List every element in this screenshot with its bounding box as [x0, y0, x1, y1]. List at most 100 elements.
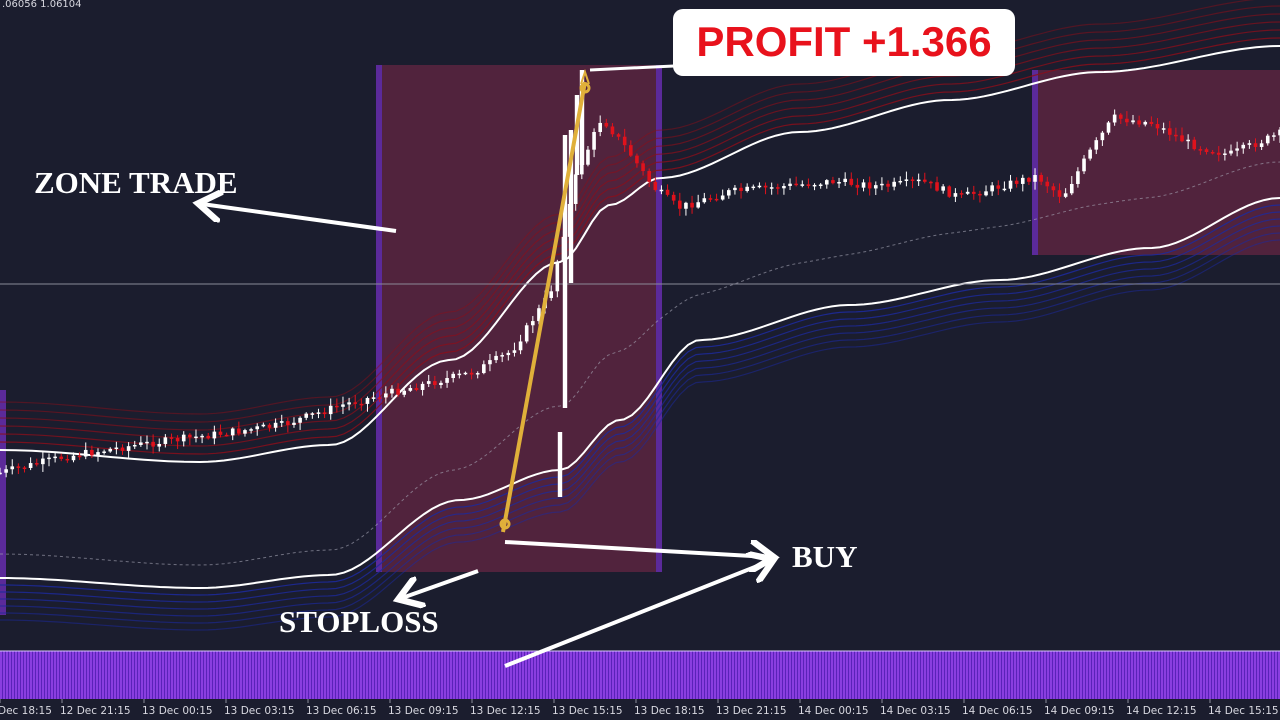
candle-body [28, 463, 33, 468]
volume-bar [435, 651, 437, 699]
volume-bar [213, 651, 215, 699]
volume-bar [1080, 651, 1082, 699]
time-axis: Dec 18:15 12 Dec 21:15 13 Dec 00:15 13 Dec … [0, 699, 1280, 720]
volume-bar [777, 651, 779, 699]
candle-body [371, 397, 376, 399]
volume-bar [267, 651, 269, 699]
volume-bar [81, 651, 83, 699]
volume-bar [0, 651, 2, 699]
volume-bar [111, 651, 113, 699]
volume-bar [645, 651, 647, 699]
upper-band-line-1 [0, 37, 1280, 455]
volume-bar [954, 651, 956, 699]
volume-bar [1143, 651, 1145, 699]
volume-bar [1152, 651, 1154, 699]
candle-body [181, 434, 186, 442]
candle-body [53, 456, 57, 459]
candle-body [243, 430, 247, 434]
candle-body [720, 195, 725, 200]
volume-bar [90, 651, 92, 699]
volume-bar [384, 651, 386, 699]
volume-bar [687, 651, 689, 699]
candle-body [537, 308, 541, 322]
candle-body [298, 417, 302, 423]
volume-bar [1158, 651, 1160, 699]
volume-bar [768, 651, 770, 699]
volume-bar [1164, 651, 1166, 699]
volume-bar [273, 651, 275, 699]
volume-bar [114, 651, 116, 699]
candle-body [555, 261, 560, 292]
volume-bar [648, 651, 650, 699]
volume-bar [456, 651, 458, 699]
candle-body [892, 181, 896, 187]
candle-body [384, 393, 388, 398]
candle-body [230, 428, 235, 436]
volume-bar [882, 651, 884, 699]
volume-bar [249, 651, 251, 699]
candle-body [212, 431, 217, 439]
volume-bar [1212, 651, 1214, 699]
volume-bar [462, 651, 464, 699]
candle-body [157, 443, 162, 447]
volume-bar [1128, 651, 1130, 699]
volume-bar [1257, 651, 1259, 699]
volume-bar [912, 651, 914, 699]
candle-body [500, 355, 505, 357]
candle-body [733, 187, 737, 191]
volume-bar [600, 651, 602, 699]
volume-bar [1110, 651, 1112, 699]
volume-bar [345, 651, 347, 699]
volume-bar [795, 651, 797, 699]
volume-bar [318, 651, 320, 699]
volume-bar [324, 651, 326, 699]
volume-bar [750, 651, 752, 699]
volume-bar [255, 651, 257, 699]
volume-bar [279, 651, 281, 699]
volume-bar [336, 651, 338, 699]
stoploss-arrow [402, 569, 479, 598]
candle-body [457, 373, 462, 376]
volume-bar [99, 651, 101, 699]
volume-bar [294, 651, 296, 699]
candle-body [1167, 128, 1172, 135]
trade-exit-marker [579, 82, 591, 94]
volume-bar [309, 651, 311, 699]
volume-bar [780, 651, 782, 699]
volume-bar [651, 651, 653, 699]
volume-bar [855, 651, 857, 699]
volume-bar [60, 651, 62, 699]
candle-body [1008, 180, 1013, 189]
volume-bar [621, 651, 623, 699]
volume-bar [843, 651, 845, 699]
volume-bar [828, 651, 830, 699]
upper-band-line-6 [0, 0, 1256, 415]
volume-bar [624, 651, 626, 699]
candle-body [910, 179, 915, 181]
volume-bar [726, 651, 728, 699]
candle-body [916, 179, 921, 182]
volume-bar [87, 651, 89, 699]
volume-bar [474, 651, 476, 699]
volume-bar [1044, 651, 1046, 699]
candle-body [335, 405, 339, 408]
volume-bar [342, 651, 344, 699]
volume-bar [615, 651, 617, 699]
profit-label: PROFIT +1.366 [696, 18, 991, 65]
volume-bar [201, 651, 203, 699]
x-tick-label: 14 Dec 00:15 [798, 705, 869, 717]
volume-bar [408, 651, 410, 699]
volume-bar [18, 651, 20, 699]
volume-bar [216, 651, 218, 699]
candle-body [1278, 129, 1280, 136]
upper-envelope [0, 45, 1280, 464]
volume-bar [642, 651, 644, 699]
volume-bar [558, 651, 560, 699]
candle-body [1137, 120, 1141, 125]
volume-bar [612, 651, 614, 699]
volume-bar [288, 651, 290, 699]
volume-bar [264, 651, 266, 699]
volume-bar [735, 651, 737, 699]
volume-bar [1098, 651, 1100, 699]
volume-bar [783, 651, 785, 699]
